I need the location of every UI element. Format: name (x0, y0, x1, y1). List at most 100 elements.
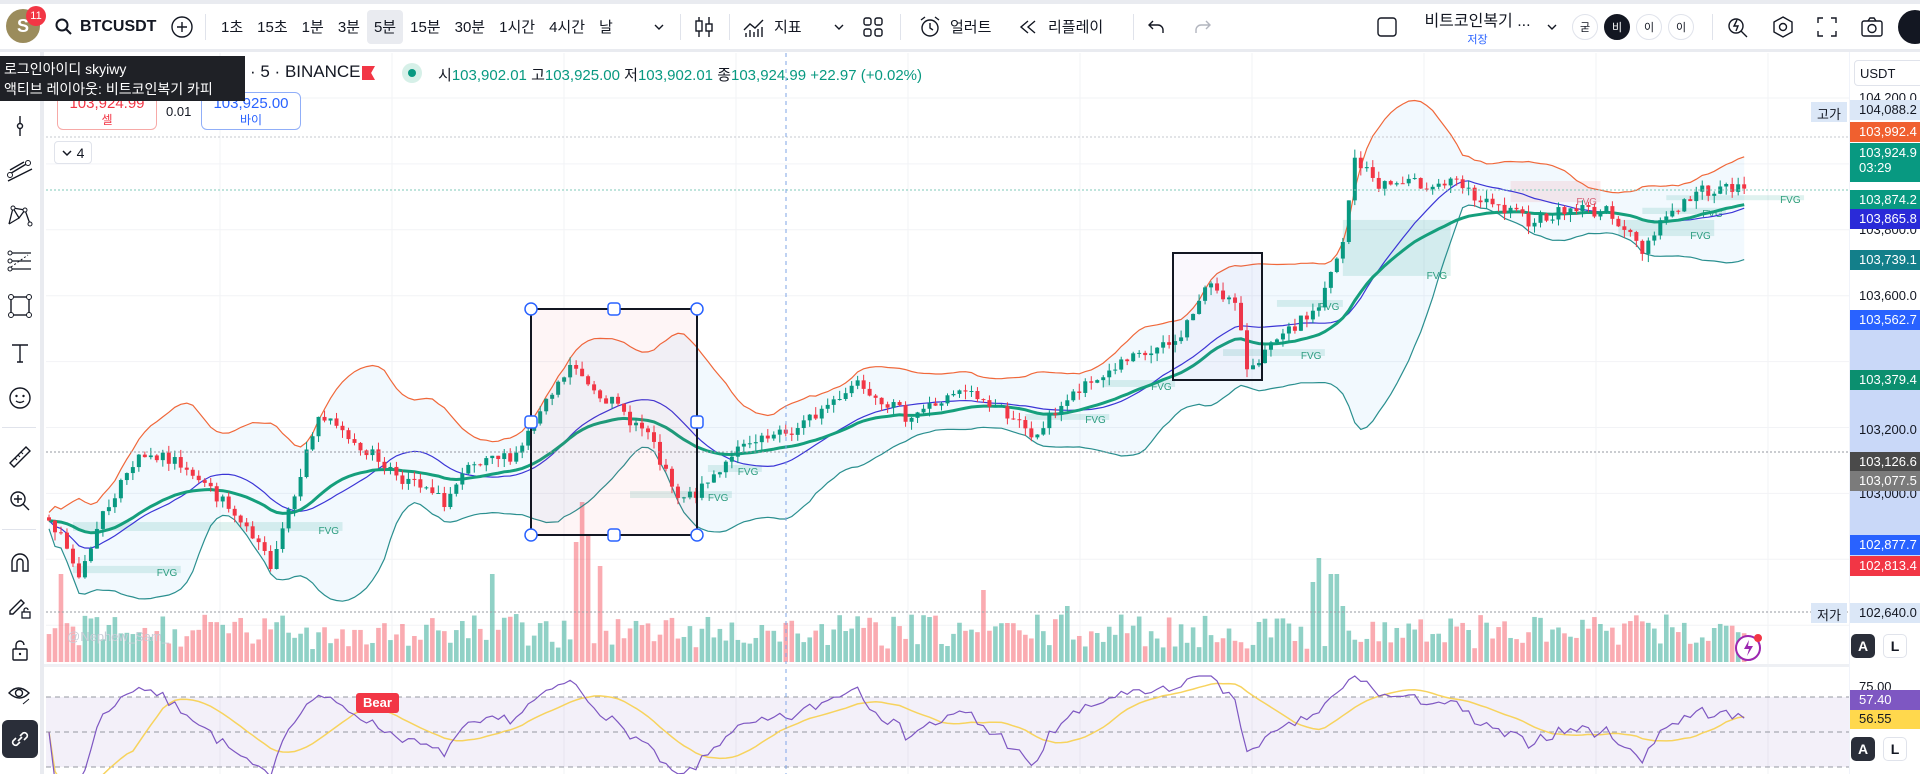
candle-body (885, 404, 890, 408)
settings-button[interactable] (1771, 4, 1795, 49)
volume-bar (1598, 624, 1603, 662)
alert-button[interactable]: 얼러트 (918, 4, 991, 49)
undo-button[interactable] (1147, 4, 1167, 49)
indicators-collapse-toggle[interactable]: 4 (54, 141, 92, 164)
volume-bar (741, 642, 747, 662)
hide-drawings-tool[interactable] (0, 677, 40, 713)
volume-bar (400, 624, 405, 662)
candle-body (855, 380, 860, 386)
shape-tool[interactable] (0, 288, 40, 324)
candle-body (424, 487, 429, 489)
text-tool[interactable] (0, 335, 40, 371)
volume-bar (849, 628, 854, 662)
volume-bar (1424, 641, 1429, 662)
sync-drawings-tool[interactable] (2, 720, 38, 758)
candle-body (1221, 290, 1226, 300)
log-scale-button[interactable]: L (1883, 634, 1907, 658)
fib-tool[interactable] (0, 243, 40, 279)
timeframe-8[interactable]: 4시간 (549, 19, 586, 36)
indicators-button[interactable]: 지표 (742, 4, 802, 49)
candle-type-button[interactable] (692, 4, 716, 49)
mode-button-3[interactable]: 이 (1668, 13, 1694, 40)
candle-body (1718, 186, 1723, 194)
volume-bar (424, 624, 429, 662)
price-axis[interactable]: USDT 104,200.0 103,800.0 103,600.0 103,2… (1849, 52, 1920, 774)
layout-select-checkbox[interactable] (1375, 4, 1399, 49)
resize-handle (524, 528, 538, 542)
snapshot-button[interactable] (1860, 4, 1884, 49)
layouts-button[interactable] (862, 4, 884, 49)
auto-scale-button[interactable]: A (1851, 634, 1875, 658)
volume-bar (1334, 574, 1340, 662)
layout-chevron-icon[interactable] (1545, 4, 1559, 49)
mode-button-2[interactable]: 이 (1636, 13, 1662, 40)
candle-body (166, 452, 171, 464)
volume-bar (1514, 639, 1519, 662)
timeframe-1[interactable]: 15초 (257, 19, 288, 36)
volume-bar (130, 634, 136, 662)
layout-name-button[interactable]: 비트코인복기 ... 저장 (1415, 7, 1540, 47)
publish-button[interactable] (1898, 10, 1920, 44)
quick-search-button[interactable] (1726, 4, 1750, 49)
candle-body (981, 399, 986, 401)
candle-body (1047, 413, 1052, 429)
candle-body (1376, 177, 1381, 189)
mode-button-1[interactable]: 비 (1604, 13, 1630, 40)
candle-body (681, 497, 686, 499)
symbol-search[interactable]: BTCUSDT (55, 4, 156, 49)
compare-symbol-button[interactable] (170, 4, 194, 49)
indicators-chevron-icon[interactable] (832, 4, 846, 49)
rsi-log-scale-button[interactable]: L (1883, 737, 1907, 761)
candle-body (705, 482, 710, 484)
candle-body (1113, 369, 1118, 371)
candle-body (699, 483, 704, 498)
fullscreen-button[interactable] (1816, 4, 1838, 49)
volume-bar (100, 639, 106, 662)
volume-bar (1496, 627, 1501, 662)
volume-bar (1664, 614, 1669, 662)
drawings (46, 53, 1849, 774)
candle-body (1358, 157, 1363, 169)
flag-icon[interactable] (362, 66, 375, 80)
candle-body (280, 528, 285, 550)
trend-line-tool[interactable] (0, 153, 40, 189)
bar-countdown: 03:29 (1859, 160, 1892, 175)
icon-tool[interactable] (0, 380, 40, 416)
candle-body (1658, 220, 1663, 236)
timeframe-9[interactable]: 날 (599, 19, 613, 36)
mode-button-0[interactable]: 굳 (1572, 13, 1598, 40)
timeframe-0[interactable]: 1초 (221, 19, 244, 36)
volume-bar (1364, 638, 1370, 662)
crosshair-tool[interactable] (0, 108, 40, 144)
zoom-tool[interactable] (0, 483, 40, 519)
fvg-label: FVG (1780, 195, 1801, 206)
timeframe-more-chevron-icon[interactable] (652, 4, 666, 49)
volume-bar (166, 643, 172, 662)
alert-flash-icon[interactable] (1735, 634, 1762, 661)
rsi-auto-scale-button[interactable]: A (1851, 737, 1875, 761)
magnet-tool[interactable] (0, 545, 40, 581)
timeframe-2[interactable]: 1분 (301, 19, 324, 36)
timeframe-7[interactable]: 1시간 (499, 19, 536, 36)
lock-all-tool[interactable] (0, 632, 40, 668)
volume-bar (418, 639, 423, 662)
lock-drawing-tool[interactable] (0, 589, 40, 625)
candle-body (1137, 352, 1142, 354)
timeframe-3[interactable]: 3분 (337, 19, 360, 36)
volume-bar (1526, 632, 1531, 662)
redo-button[interactable] (1192, 4, 1212, 49)
timeframe-4[interactable]: 5분 (366, 9, 404, 44)
pane-separator[interactable] (44, 664, 1920, 667)
timeframe-5[interactable]: 15분 (410, 19, 441, 36)
measure-tool[interactable] (0, 439, 40, 475)
open-value: 103,902.01 (451, 67, 527, 84)
currency-selector[interactable]: USDT (1854, 60, 1920, 86)
replay-button[interactable]: 리플레이 (1018, 4, 1103, 49)
timeframe-6[interactable]: 30분 (454, 19, 486, 36)
volume-bar (717, 628, 723, 662)
volume-bar (82, 615, 88, 662)
symbol-legend[interactable]: · 5 · BINANCE (250, 62, 361, 81)
pattern-tool[interactable] (0, 198, 40, 234)
volume-bar (334, 638, 339, 662)
